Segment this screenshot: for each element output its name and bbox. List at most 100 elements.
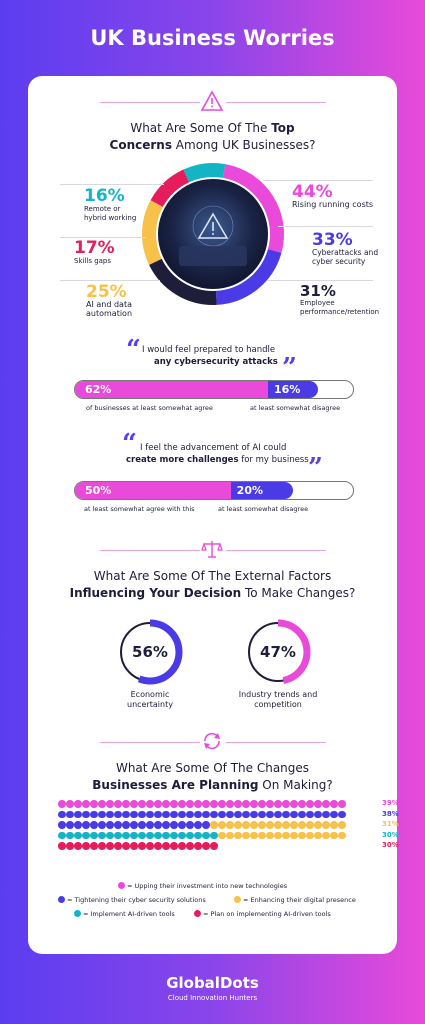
employee-pct: 31% (300, 282, 336, 300)
dot (298, 821, 306, 829)
dot (90, 800, 98, 808)
dot (130, 810, 138, 819)
dot (106, 831, 114, 840)
dot (274, 810, 282, 819)
quote1-disagree-pct: 16% (274, 383, 301, 396)
dot (234, 831, 242, 840)
dot (82, 831, 90, 840)
dot (74, 821, 82, 829)
running-costs-label: Rising running costs (292, 200, 374, 209)
dot (130, 842, 138, 850)
dot (114, 800, 122, 808)
quote2-agree-caption: at least somewhat agree with this (84, 505, 195, 513)
industry-label: Industry trends and competition (238, 690, 318, 709)
dot (194, 800, 202, 808)
economic-pct: 56% (132, 643, 168, 661)
divider-right (226, 102, 326, 103)
dot (138, 821, 146, 829)
dot (266, 800, 274, 808)
economic-donut (117, 619, 183, 685)
dot (290, 810, 298, 819)
dot (218, 810, 226, 819)
divider-right (226, 550, 326, 551)
legend-dot (118, 882, 125, 889)
dot (170, 831, 178, 840)
dot (210, 821, 218, 829)
dot (98, 842, 106, 850)
dot (66, 842, 74, 850)
dot (282, 810, 290, 819)
dot (58, 821, 66, 829)
refresh-icon (204, 732, 220, 750)
dot (106, 800, 114, 808)
dot (66, 821, 74, 829)
dot (154, 831, 162, 840)
remote-pct: 16% (84, 186, 125, 206)
dot (98, 821, 106, 829)
dot (146, 810, 154, 819)
divider-right (226, 742, 326, 743)
dot (170, 821, 178, 829)
section3-heading: What Are Some Of The Changes Businesses … (92, 761, 333, 792)
dot (186, 821, 194, 829)
skills-label: Skills gaps (74, 257, 112, 265)
legend-dot (234, 896, 241, 903)
legend-item: = Upping their investment into new techn… (118, 882, 287, 890)
dot (338, 821, 346, 829)
dot (194, 831, 202, 840)
dot (210, 800, 218, 808)
dot (202, 842, 210, 850)
infographic-card: What Are Some Of The Top Concerns Among … (28, 76, 399, 954)
dot (210, 810, 218, 819)
dot (178, 831, 186, 840)
employee-label: Employee performance/retention (300, 299, 380, 316)
dot (258, 821, 266, 829)
dot (306, 800, 314, 808)
legend-dot (194, 910, 201, 917)
dot (290, 831, 298, 840)
dot (162, 810, 170, 819)
dot (194, 821, 202, 829)
dot (146, 821, 154, 829)
quote1-agree-caption: of businesses at least somewhat agree (86, 404, 213, 412)
page-title: UK Business Worries (90, 26, 335, 50)
dot (250, 821, 258, 829)
dot (282, 821, 290, 829)
quote1-bar: 62% 16% (74, 380, 354, 399)
dot (66, 831, 74, 840)
industry-pct: 47% (260, 643, 296, 661)
dot (314, 810, 322, 819)
dot (242, 800, 250, 808)
donut-segment (150, 169, 190, 208)
dot (146, 831, 154, 840)
dot (202, 810, 210, 819)
dot (130, 800, 138, 808)
cyber-label: Cyberattacks and cyber security (312, 248, 379, 266)
laptop-alert-icon (192, 205, 234, 247)
dot (218, 831, 226, 840)
dot (162, 821, 170, 829)
dot (114, 842, 122, 850)
dot (170, 800, 178, 808)
open-quote-icon: “ (122, 429, 137, 459)
dot (258, 800, 266, 808)
dot (210, 842, 218, 850)
dot (322, 810, 330, 819)
brand-logo: GlobalDots (166, 974, 259, 992)
quote1-agree-segment (75, 381, 269, 398)
dot (146, 800, 154, 808)
dot (250, 810, 258, 819)
dot (178, 800, 186, 808)
dot (274, 821, 282, 829)
dot (138, 800, 146, 808)
dot (250, 831, 258, 840)
quote2-disagree-pct: 20% (236, 484, 264, 497)
dot (242, 821, 250, 829)
dot (122, 831, 130, 840)
divider-left (100, 550, 200, 551)
dot (130, 831, 138, 840)
dot (74, 842, 82, 850)
row-pct: 30% (382, 830, 399, 839)
dot (234, 800, 242, 808)
legend-dot (74, 910, 81, 917)
